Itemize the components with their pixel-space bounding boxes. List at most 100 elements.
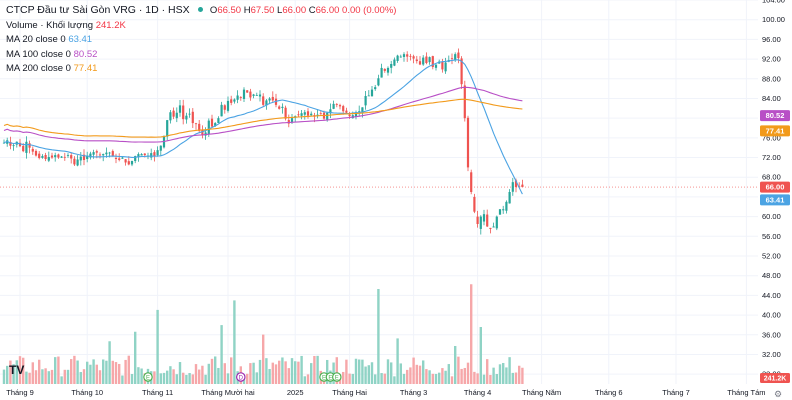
candle-body <box>473 196 476 212</box>
ma100-line <box>3 86 523 143</box>
ma200-legend-row[interactable]: MA 200 close 0 77.41 <box>6 62 396 77</box>
volume-bar <box>335 357 338 384</box>
volume-bar <box>281 357 284 384</box>
volume-bar <box>220 325 223 384</box>
volume-bar <box>73 355 76 384</box>
candle-body <box>306 111 310 116</box>
volume-bar <box>57 356 60 384</box>
candle-body <box>399 56 402 58</box>
symbol-row[interactable]: CTCP Đầu tư Sài Gòn VRG · 1D · HSX O66.5… <box>6 3 396 19</box>
ohlc-high-label: H <box>243 5 251 16</box>
candle-body <box>73 158 76 165</box>
volume-bar <box>182 372 185 384</box>
candle-body <box>226 100 230 111</box>
volume-bar <box>169 366 172 384</box>
volume-bar <box>185 374 188 384</box>
candle-body <box>54 155 57 158</box>
candle-body <box>374 87 377 90</box>
candle-body <box>505 201 508 211</box>
candle-body <box>127 161 130 165</box>
volume-bar <box>15 360 18 384</box>
y-tick-label: 40.00 <box>762 311 781 320</box>
volume-bar <box>495 373 498 384</box>
volume-bar <box>124 359 127 384</box>
volume-bar <box>434 373 438 384</box>
volume-bar <box>390 362 393 384</box>
volume-bar <box>108 341 111 384</box>
ohlc-high-value: 67.50 <box>250 5 275 16</box>
ohlc-low-value: 66.00 <box>282 5 307 16</box>
candle-body <box>364 96 367 106</box>
candle-body <box>220 104 223 117</box>
candle-body <box>268 98 271 101</box>
ma200-value: 77.41 <box>73 63 98 74</box>
volume-bar <box>479 327 482 384</box>
volume-bar <box>22 357 25 384</box>
volume-bar <box>76 360 79 384</box>
candle-body <box>418 61 422 65</box>
volume-bar <box>418 365 422 384</box>
volume-bar <box>454 346 457 384</box>
volume-bar <box>425 369 428 384</box>
volume-bar <box>198 369 201 384</box>
y-tick-label: 100.00 <box>762 15 785 24</box>
candle-body <box>434 64 438 68</box>
volume-bar <box>460 368 463 384</box>
candle-body <box>9 141 12 146</box>
candle-body <box>326 112 329 120</box>
ohlc-change: 0.00 (0.00%) <box>342 5 397 16</box>
candle-body <box>316 114 319 116</box>
volume-bar <box>34 370 38 384</box>
volume-bar <box>217 367 220 384</box>
chart-legend: CTCP Đầu tư Sài Gòn VRG · 1D · HSX O66.5… <box>6 3 396 77</box>
candle-body <box>22 145 25 152</box>
volume-bar <box>284 361 287 384</box>
candle-body <box>489 227 492 229</box>
volume-bar <box>166 370 169 384</box>
candle-body <box>198 123 201 131</box>
candle-body <box>242 89 246 99</box>
volume-bar <box>95 364 98 384</box>
candle-body <box>44 154 47 160</box>
candle-body <box>354 112 358 117</box>
volume-bar <box>226 373 230 384</box>
volume-bar <box>511 372 514 384</box>
volume-bar <box>310 363 313 384</box>
ma20-legend-row[interactable]: MA 20 close 0 63.41 <box>6 33 396 48</box>
ohlc-close-label: C <box>308 5 316 16</box>
candle-body <box>185 115 188 120</box>
volume-bar <box>498 364 502 384</box>
volume-bar <box>358 359 361 384</box>
volume-bar <box>89 364 92 384</box>
candle-body <box>255 95 258 96</box>
volume-bar <box>172 369 175 384</box>
ma100-legend-row[interactable]: MA 100 close 0 80.52 <box>6 48 396 63</box>
candle-body <box>169 112 172 121</box>
ma20-value: 63.41 <box>68 34 93 45</box>
candle-body <box>79 156 82 161</box>
volume-bar <box>18 356 22 384</box>
ma100-badge-text: 80.52 <box>766 111 785 120</box>
candle-body <box>108 152 111 154</box>
candle-body <box>159 145 162 151</box>
volume-bar <box>374 374 377 384</box>
candle-body <box>425 56 428 64</box>
candle-body <box>278 106 281 109</box>
candle-body <box>348 114 351 117</box>
candle-body <box>118 158 121 160</box>
volume-bar <box>268 368 271 384</box>
volume-bar <box>370 362 374 384</box>
volume-legend-row[interactable]: Volume · Khối lượng 241.2K <box>6 19 396 34</box>
volume-bar <box>514 372 518 384</box>
tradingview-logo-icon[interactable]: TV <box>9 363 25 377</box>
ma20-label: MA 20 close 0 <box>6 34 66 45</box>
volume-bar <box>159 373 162 384</box>
candle-body <box>511 182 514 192</box>
candle-body <box>460 58 463 85</box>
settings-gear-icon[interactable]: ⚙ <box>774 389 783 399</box>
price-axis: 28.0032.0036.0040.0044.0048.0052.0056.00… <box>762 0 785 379</box>
candle-body <box>396 55 399 61</box>
volume-bar <box>431 373 434 384</box>
